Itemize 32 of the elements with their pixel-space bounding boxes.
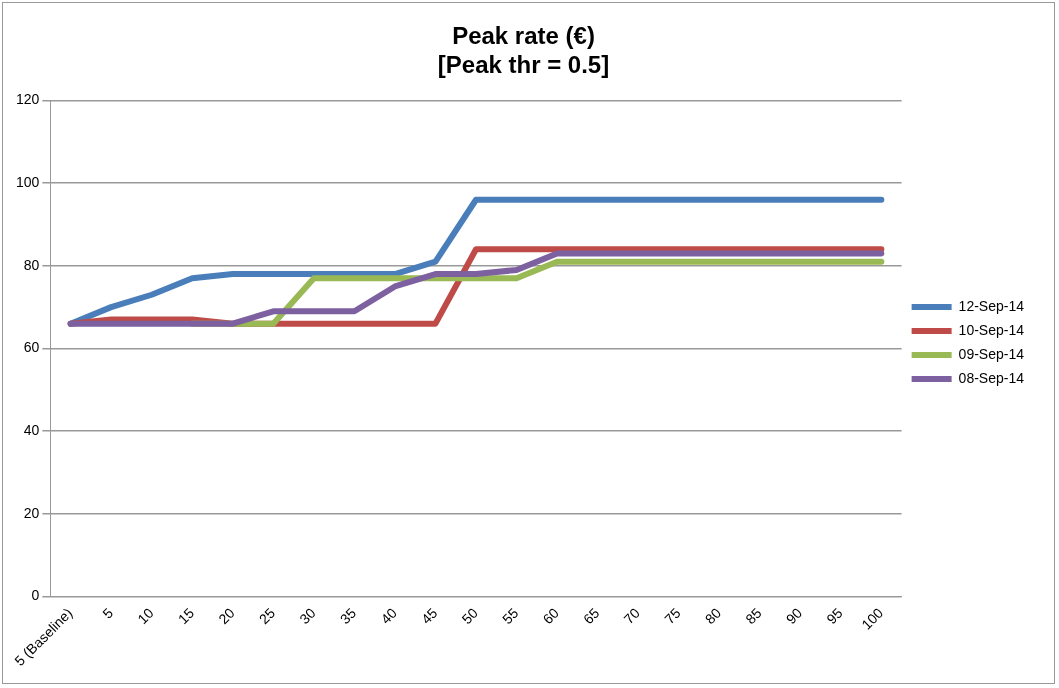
legend-label: 09-Sep-14 — [958, 345, 1025, 362]
x-tick-label: 55 — [499, 604, 522, 628]
legend-label: 08-Sep-14 — [958, 369, 1025, 386]
x-tick-label: 95 — [823, 604, 846, 628]
x-tick-label: 85 — [742, 604, 765, 628]
x-tick-label: 10 — [134, 604, 157, 628]
x-tick-label: 100 — [858, 604, 887, 633]
x-tick-label: 25 — [255, 604, 279, 628]
x-tick-label: 40 — [377, 604, 400, 628]
x-tick-label: 60 — [539, 604, 563, 628]
y-tick-label: 60 — [23, 339, 40, 356]
y-tick-label: 100 — [16, 174, 40, 191]
x-tick-label: 90 — [782, 604, 806, 628]
x-tick-label: 15 — [174, 604, 198, 628]
x-tick-label: 75 — [661, 604, 684, 628]
x-tick-label: 45 — [417, 604, 441, 628]
x-tick-label: 70 — [620, 604, 644, 628]
chart-title: Peak rate (€) [Peak thr = 0.5] — [437, 22, 610, 78]
x-tick-label: 50 — [458, 604, 481, 628]
x-tick-label: 65 — [580, 604, 603, 628]
legend-label: 10-Sep-14 — [958, 321, 1025, 338]
y-tick-label: 0 — [31, 587, 40, 604]
x-tick-label: 80 — [701, 604, 725, 628]
x-tick-label: 30 — [296, 604, 319, 628]
legend-label: 12-Sep-14 — [958, 297, 1025, 314]
y-tick-label: 120 — [16, 91, 40, 108]
y-tick-label: 20 — [23, 504, 40, 521]
y-tick-label: 80 — [23, 256, 40, 273]
x-tick-label: 35 — [336, 604, 360, 628]
x-tick-label: 5 — [99, 604, 117, 622]
x-tick-label: 20 — [215, 604, 238, 628]
y-tick-label: 40 — [23, 421, 40, 438]
